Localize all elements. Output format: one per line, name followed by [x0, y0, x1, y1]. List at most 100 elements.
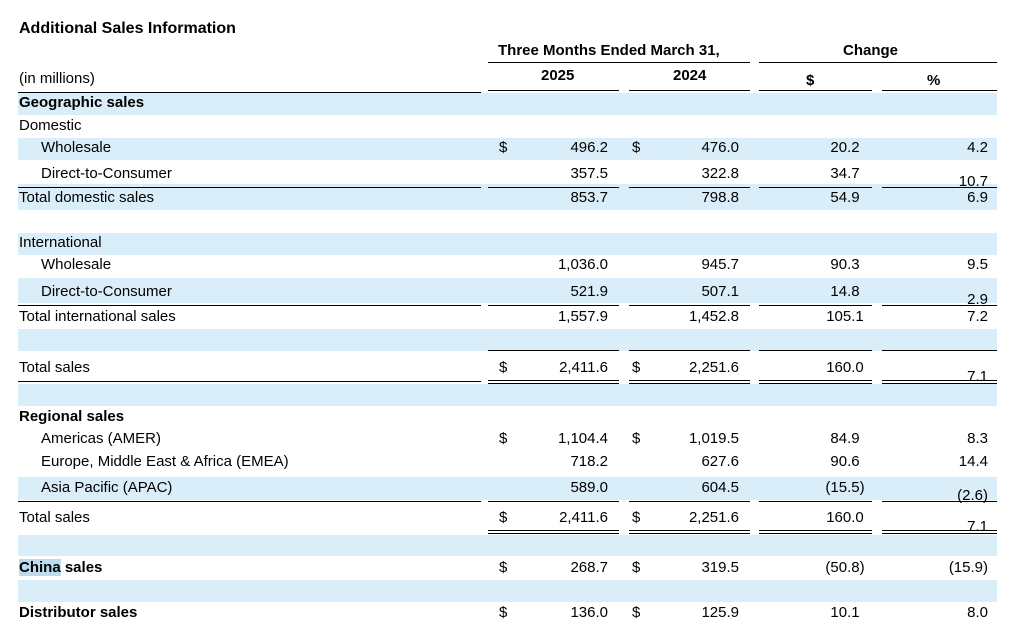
- total-rule: [488, 501, 619, 502]
- dollar-sign: $: [499, 509, 508, 526]
- dollar-sign: $: [499, 604, 508, 621]
- period-header: Three Months Ended March 31,: [498, 42, 720, 59]
- total-rule: [488, 350, 619, 351]
- distributor-sales-row-label: Distributor sales: [19, 604, 138, 621]
- double-total-rule: [882, 380, 997, 384]
- value-2025: 1,557.9: [557, 308, 608, 325]
- total-rule: [882, 350, 997, 351]
- value-2025: 2,411.6: [559, 509, 608, 526]
- total-rule: [629, 350, 750, 351]
- change-pct: 7.2: [967, 308, 988, 325]
- apac-row-label: Asia Pacific (APAC): [41, 479, 173, 496]
- value-2024: 1,019.5: [688, 430, 739, 447]
- change-dollar: 90.6: [830, 453, 860, 470]
- value-2025: 496.2: [570, 139, 608, 156]
- change-dollar: (15.5): [825, 479, 865, 496]
- total-rule: [18, 187, 481, 188]
- value-2025: 357.5: [570, 165, 608, 182]
- header-rule: [759, 90, 872, 91]
- value-2024: 2,251.6: [688, 359, 739, 376]
- header-rule: [882, 90, 997, 91]
- dollar-sign: $: [499, 430, 508, 447]
- value-2024: 627.6: [701, 453, 739, 470]
- shaded-band: [18, 477, 997, 500]
- value-2024: 798.8: [701, 189, 739, 206]
- shaded-band: [18, 93, 997, 115]
- regional-total-sales-row-label: Total sales: [19, 509, 90, 526]
- dollar-sign: $: [632, 559, 641, 576]
- header-rule: [629, 90, 750, 91]
- double-total-rule: [629, 380, 750, 384]
- geographic-sales-heading-label: Geographic sales: [19, 94, 145, 111]
- value-2025: 268.7: [570, 559, 608, 576]
- change-dollar: 105.1: [826, 308, 864, 325]
- value-2024: 2,251.6: [688, 509, 739, 526]
- change-pct: 4.2: [967, 139, 988, 156]
- shaded-band: [18, 278, 997, 303]
- international-heading-label: International: [19, 234, 102, 251]
- amer-row-label: Americas (AMER): [41, 430, 162, 447]
- shaded-band: [18, 184, 997, 210]
- total-rule: [18, 381, 481, 382]
- total-rule: [629, 305, 750, 306]
- dollar-sign: $: [499, 559, 508, 576]
- change-pct: 14.4: [958, 453, 988, 470]
- shaded-band: [18, 580, 997, 602]
- col-pct-header: %: [927, 72, 941, 89]
- total-rule: [882, 187, 997, 188]
- value-2025: 718.2: [570, 453, 608, 470]
- change-pct: 10.7: [958, 173, 988, 190]
- total-rule: [18, 501, 481, 502]
- value-2024: 604.5: [701, 479, 739, 496]
- change-dollar: 34.7: [830, 165, 860, 182]
- change-header: Change: [843, 42, 899, 59]
- change-pct: 2.9: [967, 291, 988, 308]
- col-2024-header: 2024: [673, 67, 707, 84]
- change-pct: 6.9: [967, 189, 988, 206]
- header-rule: [759, 62, 997, 63]
- domestic-heading-label: Domestic: [19, 117, 82, 134]
- regional-sales-heading-label: Regional sales: [19, 408, 125, 425]
- change-dollar: 160.0: [826, 509, 864, 526]
- label-rest: sales: [60, 559, 103, 576]
- china-sales-row-label: China sales: [19, 559, 102, 577]
- double-total-rule: [759, 530, 872, 534]
- total-rule: [882, 305, 997, 306]
- value-2025: 2,411.6: [559, 359, 608, 376]
- total-rule: [629, 501, 750, 502]
- double-total-rule: [488, 530, 619, 534]
- value-2024: 319.5: [701, 559, 739, 576]
- highlighted-word: China: [19, 559, 61, 576]
- value-2025: 1,104.4: [557, 430, 608, 447]
- total-rule: [882, 501, 997, 502]
- total-rule: [488, 305, 619, 306]
- total-rule: [759, 501, 872, 502]
- value-2024: 125.9: [701, 604, 739, 621]
- value-2024: 476.0: [701, 139, 739, 156]
- dollar-sign: $: [499, 359, 508, 376]
- change-dollar: 160.0: [826, 359, 864, 376]
- total-sales-row-label: Total sales: [19, 359, 90, 376]
- change-dollar: 84.9: [830, 430, 860, 447]
- change-pct: (2.6): [957, 487, 988, 504]
- total-international-sales-row-label: Total international sales: [19, 308, 176, 325]
- change-dollar: (50.8): [825, 559, 865, 576]
- change-pct: 8.3: [967, 430, 988, 447]
- dollar-sign: $: [632, 509, 641, 526]
- dollar-sign: $: [632, 430, 641, 447]
- change-dollar: 10.1: [830, 604, 860, 621]
- change-pct: 8.0: [967, 604, 988, 621]
- domestic-wholesale-row-label: Wholesale: [41, 139, 112, 156]
- double-total-rule: [882, 530, 997, 534]
- value-2024: 945.7: [701, 256, 739, 273]
- change-pct: 9.5: [967, 256, 988, 273]
- total-rule: [629, 187, 750, 188]
- double-total-rule: [759, 380, 872, 384]
- total-rule: [759, 187, 872, 188]
- double-total-rule: [629, 530, 750, 534]
- col-dollar-header: $: [806, 72, 815, 89]
- value-2025: 521.9: [570, 283, 608, 300]
- change-pct: (15.9): [948, 559, 988, 576]
- col-2025-header: 2025: [541, 67, 575, 84]
- dollar-sign: $: [632, 604, 641, 621]
